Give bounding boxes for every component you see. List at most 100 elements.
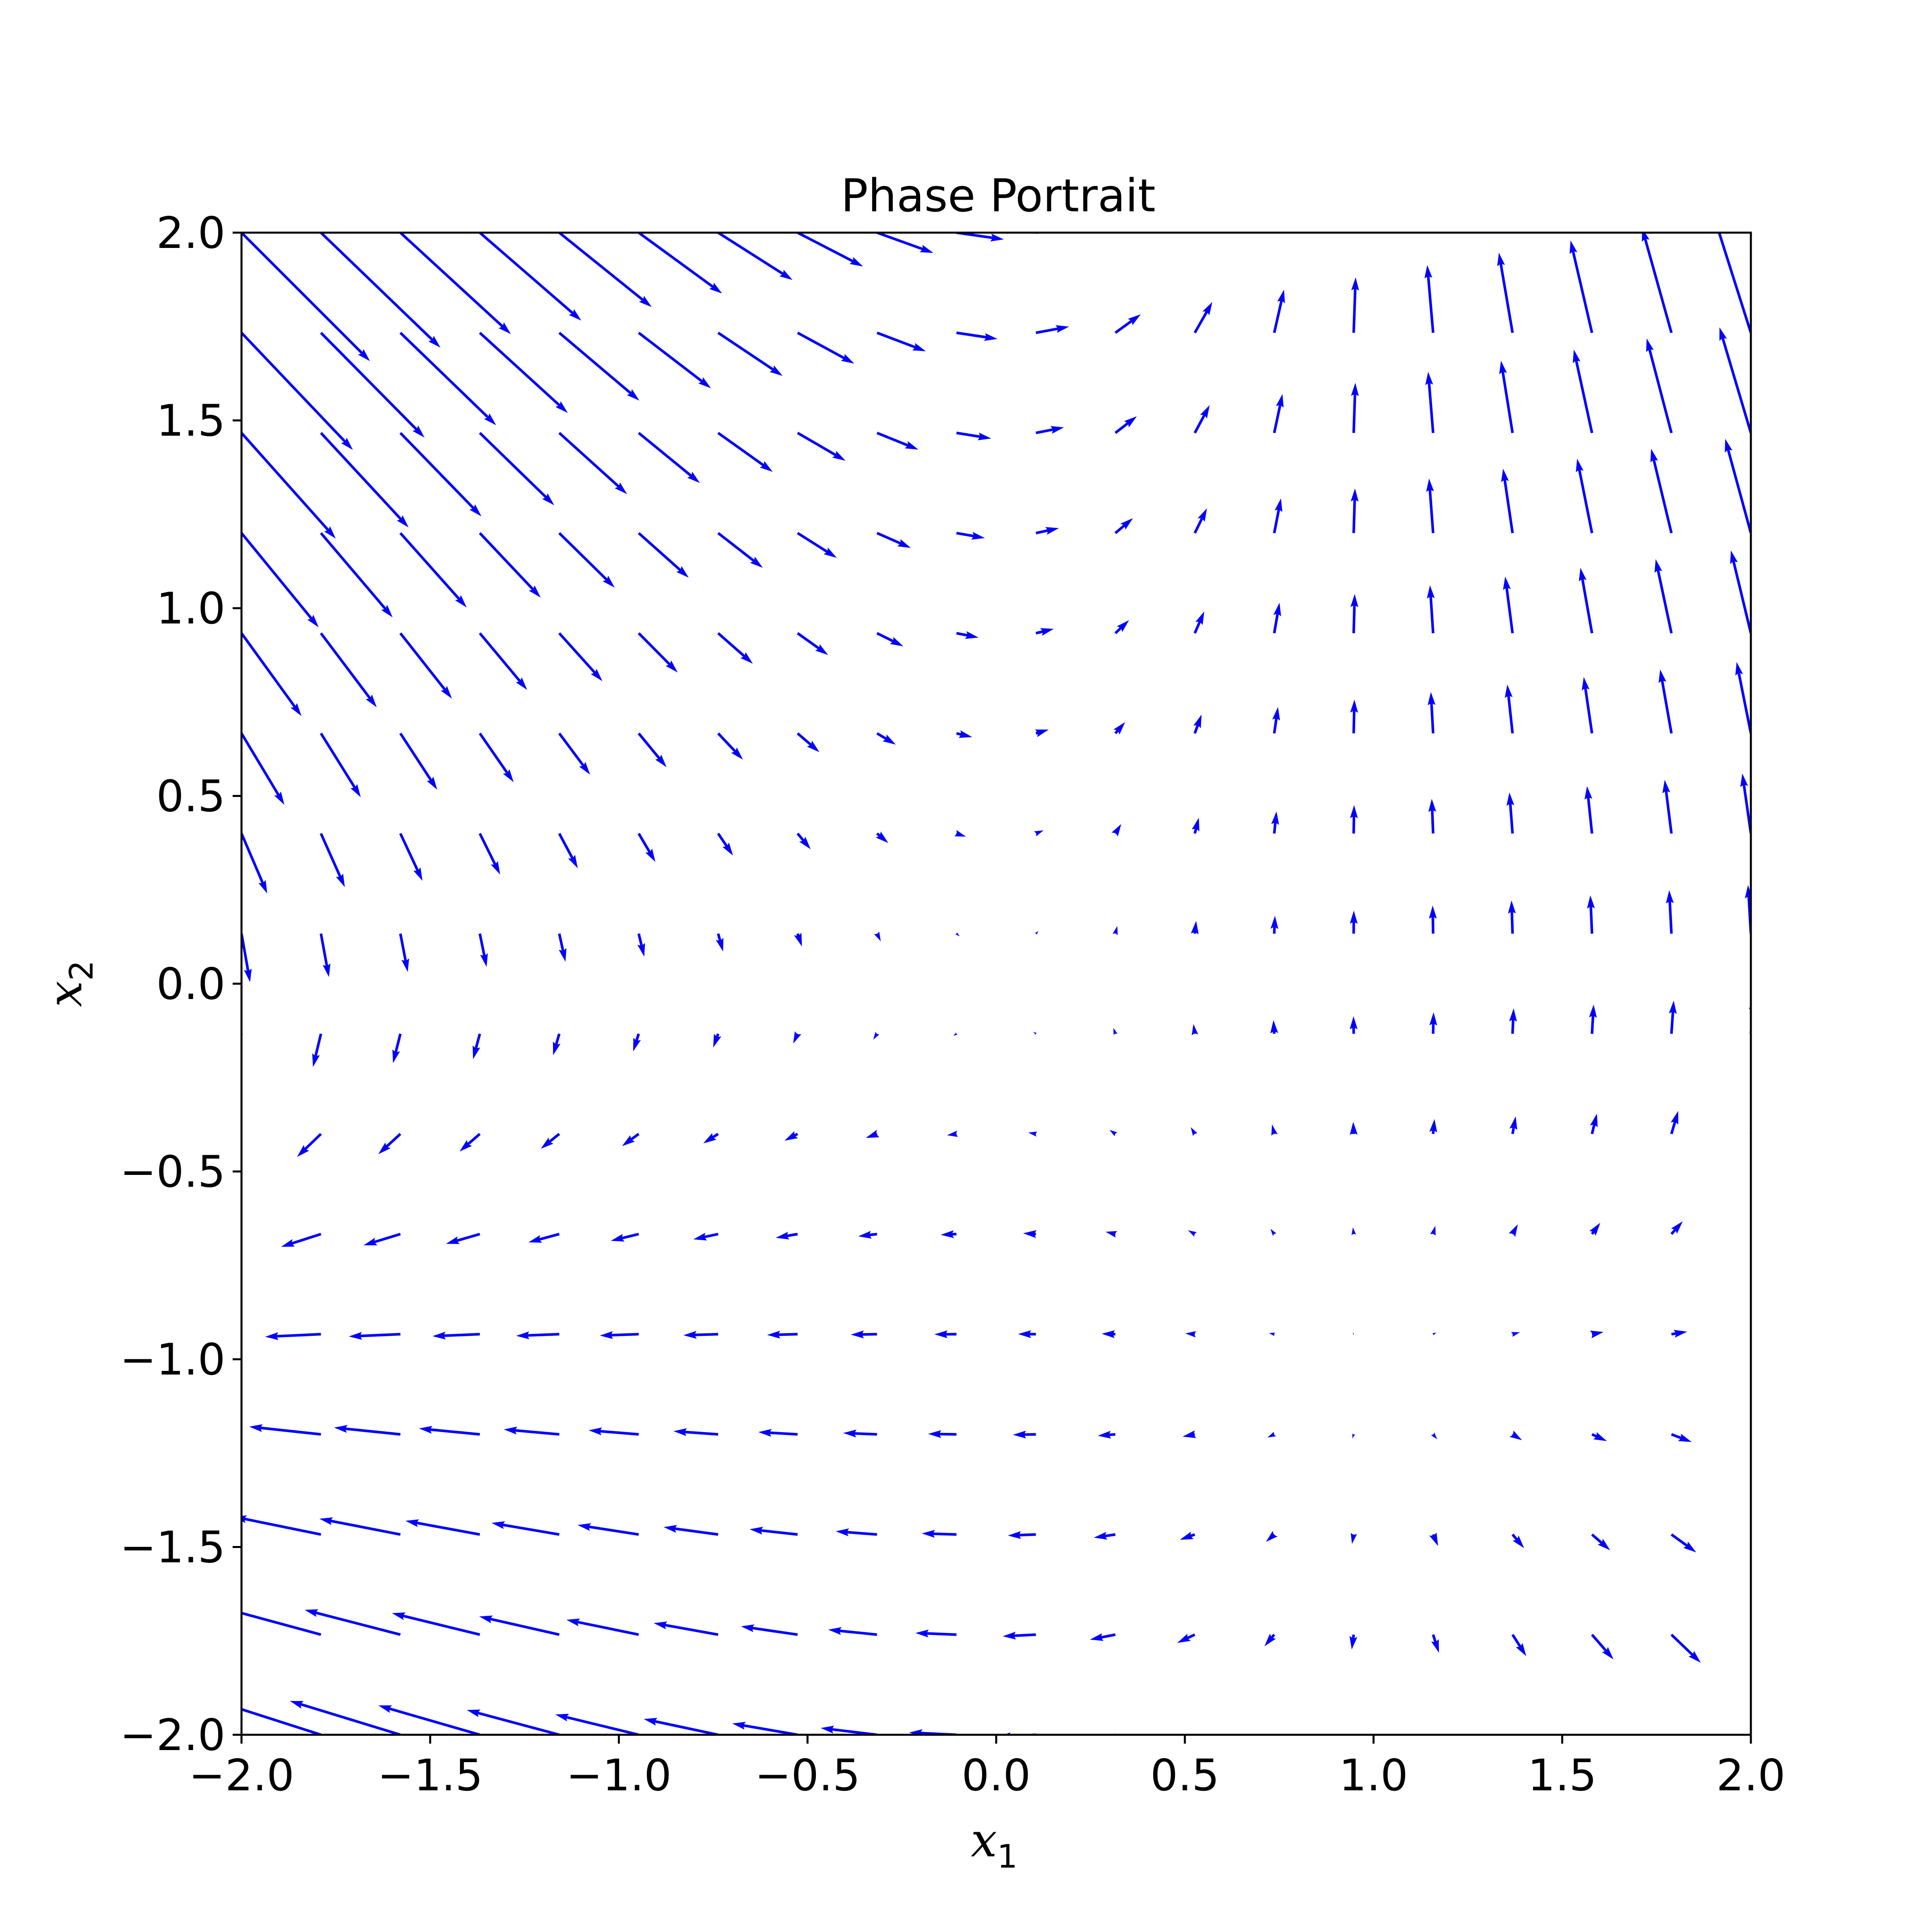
quiver-arrow: [1033, 1032, 1037, 1035]
y-tick-label: 1.0: [156, 584, 225, 634]
quiver-arrow: [1658, 669, 1673, 734]
quiver-arrow: [1424, 265, 1435, 333]
quiver-arrow: [242, 933, 252, 983]
quiver-arrow: [558, 733, 590, 775]
quiver-arrow: [479, 532, 541, 598]
x-axis-label-base: x: [971, 1813, 997, 1868]
quiver-arrow: [1654, 559, 1673, 634]
quiver-arrow: [1264, 1633, 1276, 1646]
quiver-arrow: [1036, 426, 1064, 434]
quiver-arrow: [784, 1131, 799, 1141]
quiver-arrow: [654, 1621, 718, 1636]
quiver-arrow: [633, 1033, 641, 1052]
quiver-arrow: [1581, 677, 1593, 734]
quiver-arrow: [1350, 1016, 1358, 1034]
quiver-arrow: [1671, 1433, 1692, 1442]
quiver-arrow: [541, 1133, 560, 1149]
quiver-arrow: [876, 532, 911, 548]
quiver-arrow: [432, 1331, 480, 1340]
quiver-arrow: [558, 332, 640, 401]
quiver-arrow: [1023, 1230, 1036, 1238]
quiver-arrow: [1094, 1532, 1116, 1540]
quiver-arrow: [399, 332, 496, 425]
quiver-arrow: [1670, 1111, 1678, 1135]
quiver-arrow: [1109, 1130, 1118, 1137]
quiver-arrow: [1115, 416, 1137, 434]
quiver-arrow: [797, 732, 819, 752]
quiver-arrow: [1351, 1227, 1356, 1235]
x-tick-label: 1.5: [1527, 1750, 1597, 1801]
quiver-arrow: [1098, 1430, 1116, 1439]
quiver-arrow: [1499, 360, 1514, 433]
quiver-arrow: [466, 1709, 560, 1735]
quiver-arrow: [956, 631, 979, 639]
quiver-arrow: [1719, 327, 1751, 433]
quiver-arrow: [399, 733, 438, 790]
quiver-arrow: [741, 1624, 798, 1636]
y-tick-label: −2.0: [120, 1710, 225, 1761]
quiver-arrow: [392, 1612, 480, 1636]
x-tick-label: −0.5: [755, 1750, 860, 1801]
quiver-arrow: [717, 732, 743, 760]
quiver-arrow: [1671, 1330, 1687, 1338]
x-axis-label-subscript: 1: [997, 1838, 1018, 1875]
quiver-arrow: [459, 1133, 481, 1152]
quiver-arrow: [1501, 469, 1514, 533]
quiver-arrow: [717, 233, 793, 280]
quiver-arrow: [479, 833, 500, 875]
quiver-arrow: [673, 1428, 718, 1436]
quiver-arrow: [320, 632, 377, 708]
y-tick-label: 0.0: [156, 959, 225, 1009]
quiver-arrow: [1177, 1633, 1195, 1643]
quiver-arrow: [320, 833, 345, 888]
quiver-arrow: [1590, 1330, 1604, 1338]
quiver-arrow: [479, 632, 527, 690]
quiver-arrow: [928, 1430, 957, 1438]
x-tick-label: 0.5: [1150, 1750, 1220, 1801]
x-tick-label: 1.0: [1339, 1750, 1408, 1801]
quiver-arrow: [566, 1618, 639, 1636]
quiver-arrow: [663, 1525, 718, 1536]
quiver-arrow: [555, 1713, 639, 1735]
quiver-arrow: [1350, 910, 1358, 934]
quiver-arrow: [1505, 684, 1514, 734]
quiver-arrow: [1425, 372, 1435, 433]
y-axis-ticks: −2.0 −1.5 −1.0 −0.5 0.0 0.5 1.0 1.5 2.0: [120, 208, 242, 1761]
quiver-arrow: [491, 1521, 560, 1536]
quiver-arrow: [304, 1609, 401, 1636]
quiver-arrow: [717, 332, 783, 376]
quiver-arrow: [242, 233, 370, 361]
quiver-arrow: [479, 733, 514, 782]
y-tick-label: 2.0: [156, 208, 225, 258]
quiver-arrow: [637, 933, 645, 957]
quiver-arrow: [794, 933, 802, 947]
quiver-arrow: [1350, 594, 1358, 634]
quiver-arrow: [1351, 277, 1359, 333]
quiver-arrow: [392, 1033, 402, 1063]
quiver-arrow: [1013, 1430, 1036, 1439]
quiver-arrow: [1725, 439, 1751, 534]
quiver-arrow: [1191, 1024, 1198, 1036]
quiver-arrow: [320, 532, 393, 617]
quiver-arrow: [1426, 478, 1435, 533]
quiver-arrow: [1180, 1532, 1195, 1540]
quiver-arrow: [1270, 1020, 1278, 1034]
quiver-arrow: [319, 1517, 401, 1536]
quiver-arrow: [1105, 1231, 1117, 1238]
quiver-arrow: [1431, 1432, 1437, 1439]
quiver-arrow: [242, 1606, 322, 1636]
quiver-arrow: [1579, 568, 1593, 634]
quiver-arrow: [1511, 1634, 1526, 1656]
quiver-arrow: [713, 1033, 722, 1048]
quiver-arrow: [242, 532, 319, 627]
quiver-arrow: [1576, 458, 1593, 534]
quiver-arrow: [1497, 252, 1514, 333]
quiver-arrow: [1509, 1224, 1518, 1237]
quiver-arrow: [558, 632, 603, 681]
quiver-arrow: [558, 532, 615, 588]
quiver-arrow: [693, 1232, 718, 1241]
quiver-arrow: [638, 632, 678, 673]
quiver-arrow: [577, 1523, 639, 1536]
quiver-arrow: [1191, 817, 1199, 834]
quiver-arrow: [1430, 1226, 1436, 1236]
